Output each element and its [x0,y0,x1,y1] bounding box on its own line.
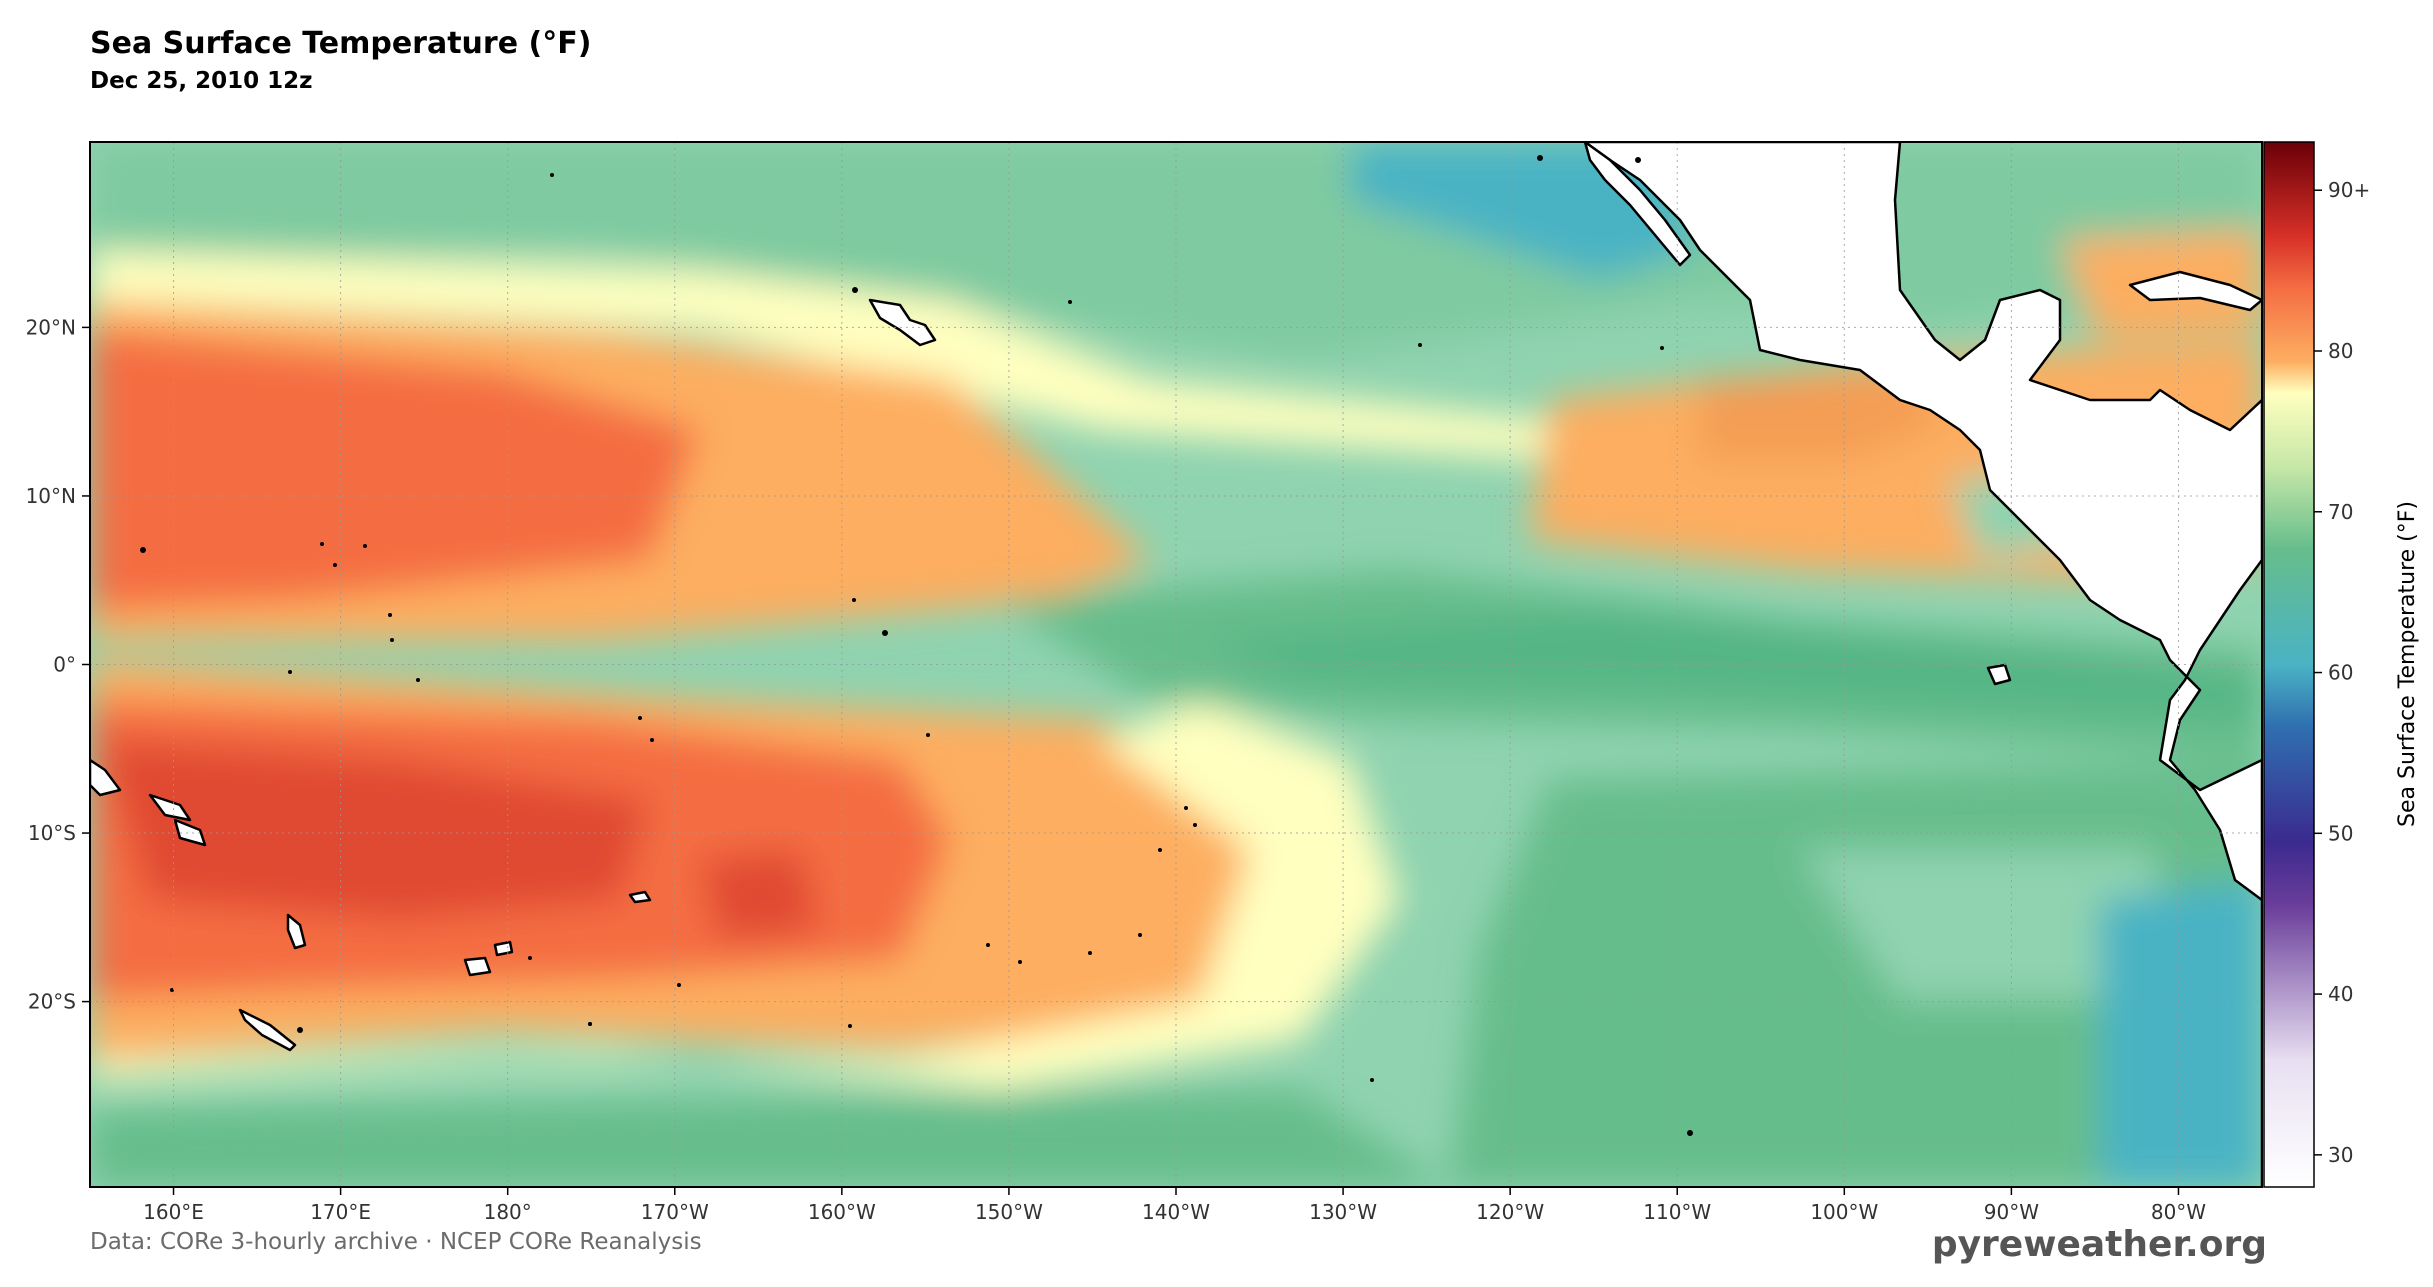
brand-watermark: pyreweather.org [1931,1224,2267,1265]
x-tick-label: 130°W [1309,1200,1377,1224]
colorbar: 30 40 50 60 70 80 90+ Sea Surface Temperature … [2263,141,2420,1188]
x-tick-label: 100°W [1810,1200,1878,1224]
x-tick-label: 170°W [641,1200,709,1224]
colorbar-frame [2263,141,2315,1188]
x-tick-label: 170°E [310,1200,371,1224]
sst-field [90,142,2262,1187]
galapagos [1986,663,2012,686]
colorbar-tick-label: 80 [2328,339,2353,363]
x-tick-label: 80°W [2151,1200,2206,1224]
new-caledonia [238,1008,297,1052]
x-tick-label: 160°E [143,1200,204,1224]
small-islands [140,155,1693,1136]
x-tick-label: 140°W [1142,1200,1210,1224]
colorbar-label: Sea Surface Temperature (°F) [2395,501,2420,827]
colorbar-tick-label: 30 [2328,1143,2353,1167]
x-tick-label: 110°W [1643,1200,1711,1224]
x-axis: 160°E 170°E 180° 170°W 160°W 150°W 140°W 130°W 1… [143,1187,2206,1224]
colorbar-tick-label: 70 [2328,500,2353,524]
hawaii [868,298,937,347]
data-source-credit: Data: CORe 3-hourly archive · NCEP CORe … [90,1229,702,1255]
x-tick-label: 120°W [1476,1200,1544,1224]
colorbar-tick-label: 60 [2328,661,2353,685]
cuba [2128,270,2262,312]
map-title: Sea Surface Temperature (°F) [90,26,592,61]
x-tick-label: 150°W [975,1200,1043,1224]
colorbar-tick-label: 50 [2328,821,2353,845]
y-tick-label: 0° [53,653,76,677]
gridlines [90,142,2262,1187]
y-tick-label: 10°N [26,484,76,508]
colorbar-tick-label: 40 [2328,982,2353,1006]
baja-california [1583,142,1692,267]
colorbar-tick-label: 90+ [2328,178,2370,202]
y-tick-label: 10°S [28,821,76,845]
y-tick-label: 20°N [26,315,76,339]
map-subtitle: Dec 25, 2010 12z [90,68,313,94]
y-tick-label: 20°S [28,990,76,1014]
x-tick-label: 90°W [1984,1200,2039,1224]
x-tick-label: 160°W [808,1200,876,1224]
y-axis: 20°N 10°N 0° 10°S 20°S [26,315,90,1014]
colorbar-gradient [2264,142,2314,1187]
x-tick-label: 180° [484,1200,532,1224]
solomon-islands [90,758,122,797]
land [90,142,2262,1187]
north-america-landmass [1583,142,2262,1187]
